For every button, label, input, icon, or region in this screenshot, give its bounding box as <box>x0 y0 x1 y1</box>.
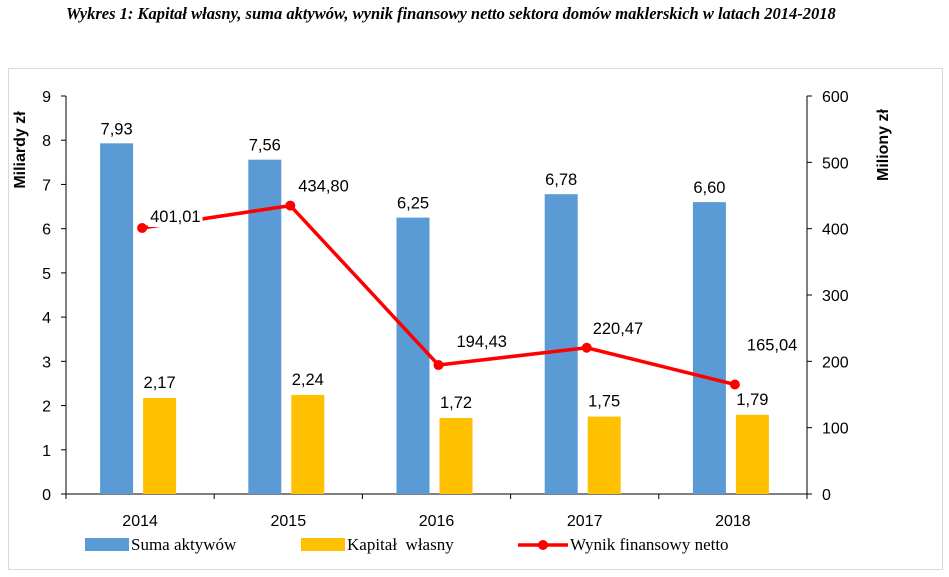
data-label-wynik-finansowy-netto: 194,43 <box>457 333 507 351</box>
legend-label-kapital-wlasny: Kapitał własny <box>347 535 454 554</box>
y-tick-label-right: 600 <box>822 89 849 106</box>
point-wynik-finansowy-netto <box>581 342 592 353</box>
data-label-kapital-wlasny: 1,79 <box>736 391 768 409</box>
data-label-kapital-wlasny: 1,72 <box>440 394 472 412</box>
point-wynik-finansowy-netto <box>285 200 296 211</box>
data-label-wynik-finansowy-netto: 401,01 <box>150 208 200 226</box>
x-tick-label: 2018 <box>715 513 751 530</box>
y-tick-label-right: 100 <box>822 421 849 438</box>
data-label-suma-aktywow: 7,56 <box>249 137 281 155</box>
legend-swatch-kapital-wlasny <box>301 538 345 551</box>
y-tick-label-right: 200 <box>822 354 849 371</box>
data-label-backing <box>454 331 509 353</box>
point-wynik-finansowy-netto <box>433 360 444 371</box>
data-label-wynik-finansowy-netto: 434,80 <box>298 178 348 196</box>
y-tick-label-left: 6 <box>42 222 51 239</box>
y-tick-label-left: 0 <box>42 487 51 504</box>
y-axis-title-right: Miliony zł <box>875 108 892 181</box>
x-tick-label: 2015 <box>271 513 307 530</box>
bar-kapital-wlasny <box>735 414 769 494</box>
legend-label-wynik-finansowy-netto: Wynik finansowy netto <box>570 535 729 554</box>
x-tick-label: 2017 <box>567 513 603 530</box>
y-tick-label-left: 4 <box>42 310 51 327</box>
y-tick-label-left: 7 <box>42 177 51 194</box>
x-tick-label: 2014 <box>122 513 158 530</box>
data-label-suma-aktywow: 6,25 <box>397 195 429 213</box>
legend-label-suma-aktywow: Suma aktywów <box>131 535 237 554</box>
y-tick-label-left: 9 <box>42 89 51 106</box>
y-tick-label-right: 0 <box>822 487 831 504</box>
y-tick-label-left: 8 <box>42 133 51 150</box>
bar-kapital-wlasny <box>143 398 177 494</box>
y-tick-label-right: 400 <box>822 222 849 239</box>
data-label-backing <box>744 334 800 356</box>
x-tick-label: 2016 <box>419 513 455 530</box>
bar-kapital-wlasny <box>439 417 473 494</box>
data-label-backing <box>296 175 351 197</box>
y-tick-label-left: 3 <box>42 354 51 371</box>
bar-suma-aktywow <box>692 202 726 494</box>
y-axis-title-left: Miliardy zł <box>12 111 29 189</box>
point-wynik-finansowy-netto <box>137 222 148 233</box>
point-wynik-finansowy-netto <box>729 379 740 390</box>
bar-kapital-wlasny <box>291 394 325 494</box>
legend-swatch-suma-aktywow <box>85 538 129 551</box>
y-tick-label-right: 300 <box>822 288 849 305</box>
data-label-backing <box>590 317 646 339</box>
bar-suma-aktywow <box>248 159 282 494</box>
y-tick-label-left: 5 <box>42 266 51 283</box>
line-wynik-finansowy-netto <box>141 203 736 387</box>
bar-suma-aktywow <box>100 143 134 494</box>
y-tick-label-left: 2 <box>42 399 51 416</box>
chart-caption: Wykres 1: Kapitał własny, suma aktywów, … <box>66 4 836 23</box>
bar-suma-aktywow <box>396 217 430 494</box>
data-label-suma-aktywow: 6,60 <box>693 179 725 197</box>
data-label-suma-aktywow: 6,78 <box>545 171 577 189</box>
y-tick-label-right: 500 <box>822 155 849 172</box>
y-tick-label-left: 1 <box>42 443 51 460</box>
bar-suma-aktywow <box>544 194 578 494</box>
data-label-suma-aktywow: 7,93 <box>101 120 133 138</box>
data-label-backing <box>148 205 203 227</box>
data-label-kapital-wlasny: 2,17 <box>144 374 176 392</box>
data-label-kapital-wlasny: 2,24 <box>292 371 324 389</box>
bar-kapital-wlasny <box>587 416 621 494</box>
chart-frame <box>8 68 943 570</box>
data-label-wynik-finansowy-netto: 165,04 <box>747 337 797 355</box>
legend-marker-wynik-finansowy-netto <box>538 540 548 550</box>
data-label-kapital-wlasny: 1,75 <box>588 393 620 411</box>
data-label-wynik-finansowy-netto: 220,47 <box>593 320 643 338</box>
